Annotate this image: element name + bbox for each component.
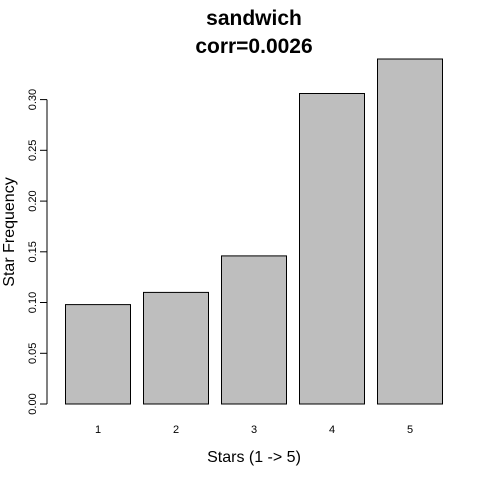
y-tick-label: 0.05 (27, 343, 39, 364)
y-tick-label: 0.00 (27, 393, 39, 414)
y-axis: 0.00 0.05 0.10 0.15 0.20 0.25 0.30 (27, 89, 48, 415)
y-tick-label: 0.25 (27, 140, 39, 161)
y-axis-title: Star Frequency (1, 177, 18, 286)
bar-5 (377, 58, 443, 405)
x-tick-label: 1 (95, 424, 101, 436)
x-tick-label: 2 (173, 424, 179, 436)
x-axis-tick-labels: 1 2 3 4 5 (95, 424, 413, 436)
bar-2 (143, 291, 209, 405)
bar-3 (221, 255, 287, 405)
bars-group (65, 58, 443, 405)
y-tick-label: 0.20 (27, 190, 39, 211)
x-axis-title: Stars (1 -> 5) (207, 449, 301, 466)
y-tick-label: 0.10 (27, 292, 39, 313)
chart-title: sandwich (206, 7, 302, 30)
x-tick-label: 4 (329, 424, 335, 436)
bar-4 (299, 93, 365, 405)
y-tick-label: 0.30 (27, 89, 39, 110)
x-tick-label: 5 (407, 424, 413, 436)
chart-subtitle: corr=0.0026 (195, 35, 312, 58)
bar-1 (65, 304, 131, 405)
y-tick-label: 0.15 (27, 241, 39, 262)
x-tick-label: 3 (251, 424, 257, 436)
